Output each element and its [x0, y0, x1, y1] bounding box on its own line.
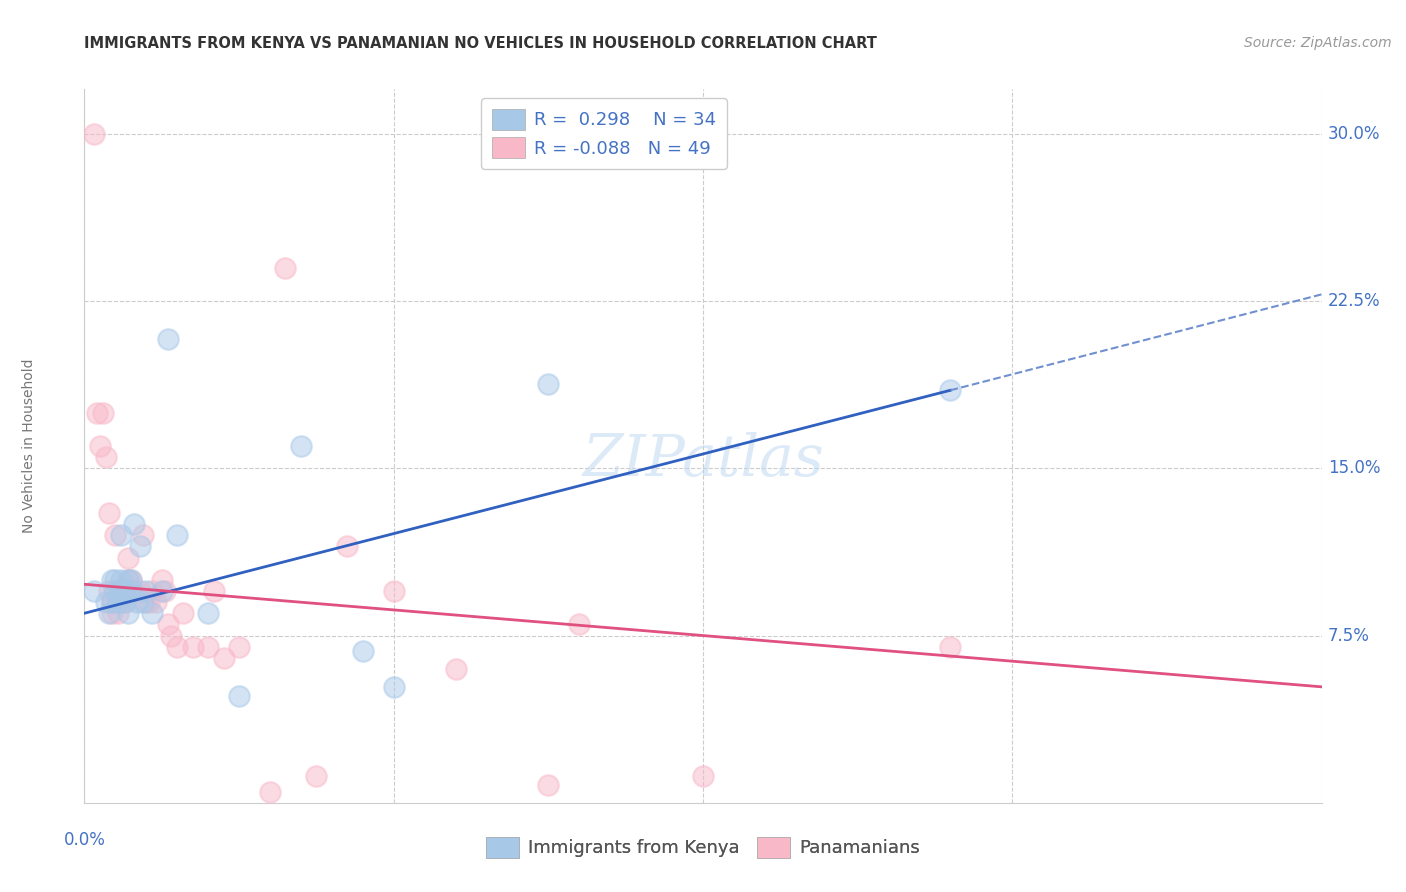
Point [98, 607, 121, 621]
Point [150, 573, 173, 587]
Point [120, 583, 142, 598]
Point [110, 528, 132, 542]
Point [305, 769, 328, 783]
Point [101, 595, 124, 609]
Point [145, 595, 167, 609]
Point [122, 517, 145, 532]
Point [110, 583, 132, 598]
Point [202, 583, 225, 598]
Point [166, 528, 188, 542]
Point [939, 640, 962, 654]
Point [98, 506, 121, 520]
Point [107, 595, 129, 609]
Point [117, 573, 139, 587]
Point [94, 450, 117, 465]
Point [212, 651, 235, 665]
Point [197, 607, 219, 621]
Point [110, 595, 132, 609]
Point [352, 644, 374, 658]
Point [290, 439, 312, 453]
Point [132, 528, 155, 542]
Point [568, 617, 591, 632]
Point [110, 573, 132, 587]
Point [197, 640, 219, 654]
Point [692, 769, 714, 783]
Point [98, 583, 121, 598]
Point [135, 583, 157, 598]
Text: 7.5%: 7.5% [1327, 626, 1369, 645]
Point [114, 583, 136, 598]
Point [101, 595, 124, 609]
Point [141, 583, 163, 598]
Point [83, 583, 105, 598]
Point [259, 785, 281, 799]
Point [101, 573, 124, 587]
Point [150, 583, 173, 598]
Point [117, 573, 139, 587]
Point [91, 405, 114, 420]
Point [101, 607, 124, 621]
Point [382, 583, 405, 598]
Point [104, 528, 127, 542]
Point [228, 689, 250, 703]
Text: ZIPatlas: ZIPatlas [582, 432, 824, 489]
Point [117, 607, 139, 621]
Point [129, 539, 152, 553]
Point [172, 607, 194, 621]
Text: Source: ZipAtlas.com: Source: ZipAtlas.com [1244, 36, 1392, 50]
Point [939, 384, 962, 398]
Point [138, 595, 160, 609]
Point [107, 583, 129, 598]
Point [160, 628, 183, 642]
Text: IMMIGRANTS FROM KENYA VS PANAMANIAN NO VEHICLES IN HOUSEHOLD CORRELATION CHART: IMMIGRANTS FROM KENYA VS PANAMANIAN NO V… [84, 36, 877, 51]
Point [181, 640, 204, 654]
Point [104, 573, 127, 587]
Point [120, 583, 142, 598]
Point [129, 583, 152, 598]
Point [86, 405, 108, 420]
Point [104, 583, 127, 598]
Point [120, 573, 142, 587]
Point [125, 595, 148, 609]
Text: 30.0%: 30.0% [1327, 125, 1381, 143]
Point [114, 583, 136, 598]
Point [104, 583, 127, 598]
Point [107, 595, 129, 609]
Point [336, 539, 359, 553]
Point [228, 640, 250, 654]
Point [110, 583, 132, 598]
Point [114, 595, 136, 609]
Point [537, 778, 560, 792]
Point [141, 607, 163, 621]
Text: 22.5%: 22.5% [1327, 292, 1381, 310]
Point [94, 595, 117, 609]
Point [89, 439, 111, 453]
Point [117, 550, 139, 565]
Point [114, 595, 136, 609]
Point [444, 662, 467, 676]
Point [274, 260, 297, 275]
Point [132, 595, 155, 609]
Point [537, 376, 560, 391]
Point [83, 127, 105, 141]
Text: 15.0%: 15.0% [1327, 459, 1381, 477]
Point [382, 680, 405, 694]
Point [153, 583, 176, 598]
Point [122, 583, 145, 598]
Point [156, 617, 179, 632]
Text: No Vehicles in Household: No Vehicles in Household [21, 359, 35, 533]
Point [120, 573, 142, 587]
Text: 0.0%: 0.0% [63, 831, 105, 849]
Point [156, 332, 179, 346]
Point [107, 607, 129, 621]
Point [135, 595, 157, 609]
Legend: Immigrants from Kenya, Panamanians: Immigrants from Kenya, Panamanians [479, 830, 927, 865]
Point [166, 640, 188, 654]
